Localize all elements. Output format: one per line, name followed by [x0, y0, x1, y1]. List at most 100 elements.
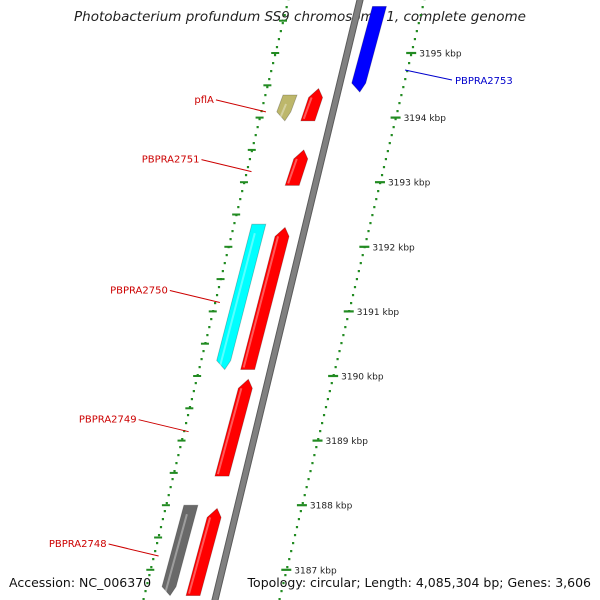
ring-dot — [159, 526, 163, 529]
gene-label-pbpra2750: PBPRA2750 — [110, 285, 168, 296]
ring-dot — [369, 222, 372, 225]
ring-dot — [156, 542, 159, 545]
ring-dot — [192, 390, 195, 393]
ring-dot — [305, 486, 308, 489]
ring-dot — [346, 318, 349, 321]
ring-dot — [421, 6, 424, 9]
ring-dot — [171, 478, 174, 481]
ring-dot — [173, 470, 176, 473]
scale-tick-label: 3192 kbp — [372, 243, 415, 253]
ring-dot — [400, 94, 403, 97]
ring-dot — [386, 150, 389, 153]
ring-dot — [408, 62, 411, 65]
gene-highlight — [302, 97, 313, 120]
ring-dot — [328, 390, 331, 393]
scale-tick-label: 3187 kbp — [294, 566, 337, 576]
ring-dot — [404, 78, 407, 81]
gene-label-pbpra2749: PBPRA2749 — [79, 415, 137, 426]
gene-labels: PBPRA2753 pflA PBPRA2751 PBPRA2750 PBPRA2749… — [49, 69, 513, 557]
ring-dot — [279, 30, 282, 33]
ring-dot — [313, 454, 316, 457]
gene-label-pbpra2748: PBPRA2748 — [49, 539, 107, 550]
gene-feature-unlabeled-5 — [216, 223, 267, 371]
ring-dot — [252, 142, 255, 145]
ring-dot — [299, 510, 302, 513]
ring-dot — [223, 262, 226, 265]
ring-dot — [384, 158, 388, 161]
label-leader — [404, 69, 453, 81]
ring-dot — [311, 462, 314, 465]
ring-dot — [208, 326, 211, 329]
ring-dot — [142, 598, 145, 600]
ring-dot — [248, 158, 252, 161]
gene-label-pbpra2753: PBPRA2753 — [455, 76, 513, 87]
ring-dot — [361, 254, 364, 257]
ring-dot — [350, 302, 353, 305]
ring-dot — [231, 230, 234, 233]
ring-dot — [336, 358, 339, 361]
topology-value: circular — [310, 575, 357, 590]
ring-dot — [210, 318, 213, 321]
genome-summary: Topology: circular; Length: 4,085,304 bp… — [247, 575, 591, 590]
genes-value: 3,606 — [555, 575, 591, 590]
ring-dot — [288, 558, 291, 561]
ring-dot — [225, 254, 228, 257]
length-label: Length: — [364, 575, 412, 590]
gene-feature-pfla — [276, 94, 298, 122]
ring-dot — [371, 214, 374, 217]
ring-dot — [380, 174, 384, 177]
scale-tick-label: 3194 kbp — [404, 114, 447, 124]
ring-dot — [326, 398, 330, 401]
ring-dot — [146, 582, 149, 585]
ring-dot — [317, 438, 320, 441]
ring-dot — [202, 350, 205, 353]
ring-dot — [315, 446, 318, 449]
accession-value: NC_006370 — [79, 575, 152, 590]
ring-dot — [280, 590, 283, 593]
scale-tick-label: 3188 kbp — [310, 502, 353, 512]
ring-dot — [239, 198, 242, 201]
ring-dot — [284, 574, 287, 577]
gene-feature-pbpra2751 — [284, 149, 309, 186]
ring-dot — [359, 262, 362, 265]
ring-dot — [413, 38, 417, 41]
ring-dot — [406, 70, 409, 73]
ring-dot — [390, 134, 393, 137]
ring-dot — [188, 406, 192, 409]
gene-feature-unlabeled-1 — [300, 87, 324, 122]
ring-dot — [415, 30, 418, 33]
ring-dot — [275, 46, 279, 49]
ring-dot — [324, 406, 328, 409]
scale-tick-label: 3190 kbp — [341, 373, 384, 383]
gene-highlight — [242, 236, 280, 368]
label-leader — [138, 419, 189, 433]
gene-highlight — [216, 387, 243, 475]
accession-info: Accession: NC_006370 — [9, 575, 151, 590]
ring-dot — [264, 94, 267, 97]
gene-feature-pbpra2750 — [240, 226, 290, 370]
scale-tick-label: 3193 kbp — [388, 179, 431, 189]
gene-highlight — [188, 517, 212, 594]
ring-dot — [321, 422, 324, 425]
ring-dot — [292, 542, 295, 545]
ring-dot — [148, 574, 151, 577]
ring-dot — [392, 126, 395, 129]
ring-dot — [282, 582, 285, 585]
gene-feature-unlabeled-8 — [161, 504, 199, 597]
ring-dot — [221, 270, 224, 273]
ring-dot — [283, 14, 286, 17]
scale-tick-label: 3189 kbp — [326, 437, 369, 447]
ring-dot — [286, 566, 289, 569]
ring-dot — [396, 110, 399, 113]
label-leader — [169, 289, 220, 303]
ring-dot — [233, 222, 236, 225]
label-leader — [108, 543, 159, 557]
topology-label: Topology: — [247, 575, 307, 590]
ring-dot — [281, 22, 284, 25]
ring-dot — [152, 558, 155, 561]
ring-dot — [295, 526, 299, 529]
ring-dot — [229, 238, 232, 241]
ring-dot — [214, 302, 217, 305]
ring-dot — [217, 286, 221, 289]
ring-dot — [307, 478, 310, 481]
